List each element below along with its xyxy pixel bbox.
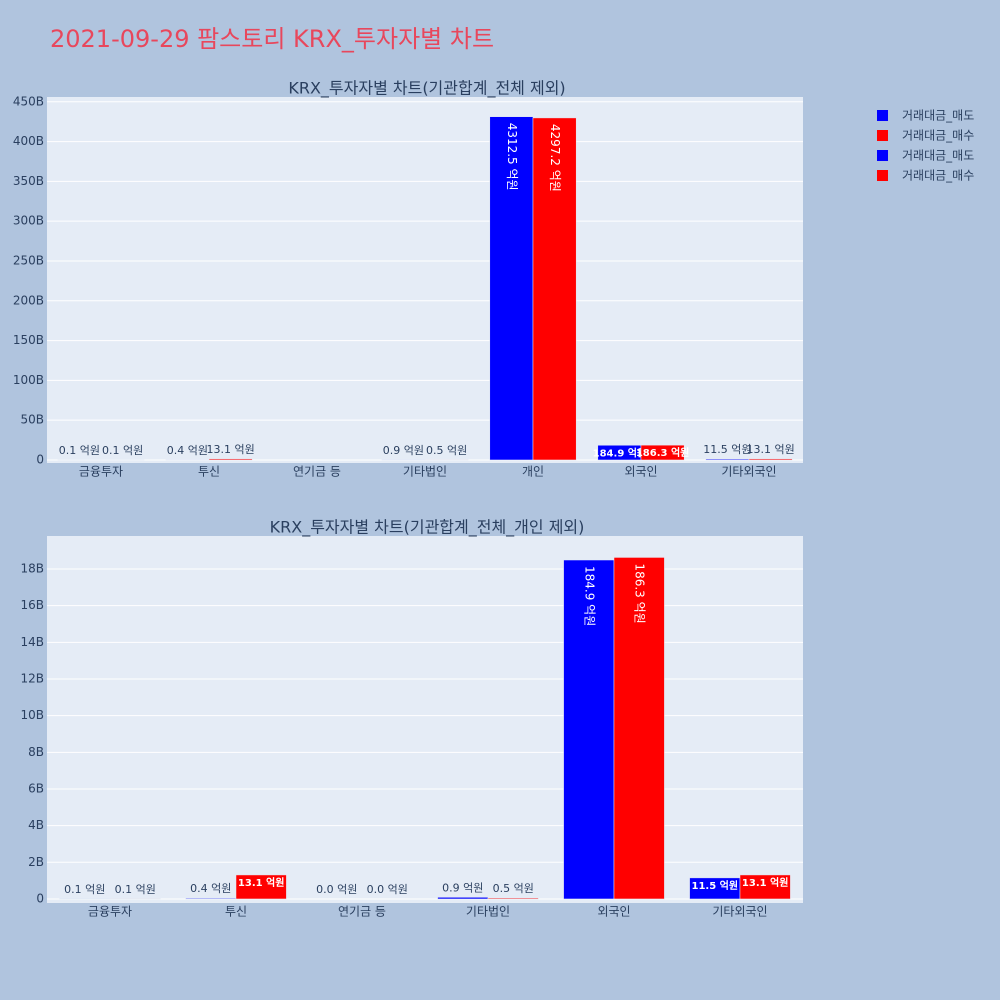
y-tick-label: 14B — [20, 635, 44, 649]
x-tick-label: 투신 — [198, 465, 220, 479]
bar — [613, 557, 665, 900]
value-label: 184.9 억원 — [593, 446, 647, 459]
value-label: 184.9 억원 — [582, 566, 596, 626]
bar — [185, 897, 237, 900]
bar — [489, 116, 534, 461]
value-label: 186.3 억원 — [633, 563, 647, 623]
value-label: 0.4 억원 — [190, 882, 231, 895]
y-tick-label: 0 — [36, 452, 44, 466]
chart-title: KRX_투자자별 차트(기관합계_전체 제외) — [288, 79, 565, 99]
plot-area — [47, 536, 803, 903]
value-label: 0.4 억원 — [167, 444, 208, 457]
y-tick-label: 2B — [28, 855, 44, 869]
value-label: 13.1 억원 — [746, 443, 794, 456]
bar — [705, 458, 750, 461]
bar — [235, 874, 287, 900]
legend-swatch — [877, 130, 888, 141]
y-tick-label: 100B — [13, 373, 44, 387]
value-label: 0.1 억원 — [64, 883, 105, 896]
legend-swatch — [877, 170, 888, 181]
legend-swatch — [877, 110, 888, 121]
x-tick-label: 연기금 등 — [338, 905, 386, 919]
y-tick-label: 8B — [28, 745, 44, 759]
y-tick-label: 450B — [13, 94, 44, 108]
x-tick-label: 기타외국인 — [712, 905, 767, 919]
bar — [532, 117, 577, 461]
y-tick-label: 250B — [13, 253, 44, 267]
y-tick-label: 4B — [28, 818, 44, 832]
value-label: 11.5 억원 — [692, 879, 739, 892]
value-label: 0.5 억원 — [426, 444, 467, 457]
legend-swatch — [877, 150, 888, 161]
value-label: 0.0 억원 — [316, 883, 357, 896]
x-tick-label: 외국인 — [597, 905, 630, 919]
x-tick-label: 기타법인 — [403, 465, 447, 479]
value-label: 0.1 억원 — [115, 883, 156, 896]
legend-label: 거래대금_매도 — [902, 109, 974, 123]
bar — [437, 897, 489, 900]
value-label: 11.5 억원 — [703, 443, 751, 456]
chart-title: KRX_투자자별 차트(기관합계_전체_개인 제외) — [270, 518, 585, 538]
y-tick-label: 400B — [13, 134, 44, 148]
value-label: 186.3 억원 — [636, 446, 690, 459]
bar — [208, 458, 253, 461]
y-tick-label: 18B — [20, 561, 44, 575]
value-label: 13.1 억원 — [206, 443, 254, 456]
y-tick-label: 50B — [20, 413, 44, 427]
x-tick-label: 기타법인 — [466, 905, 510, 919]
value-label: 4312.5 억원 — [505, 123, 519, 191]
value-label: 13.1 억원 — [238, 876, 285, 889]
page-title: 2021-09-29 팜스토리 KRX_투자자별 차트 — [50, 25, 494, 53]
legend-label: 거래대금_매수 — [902, 129, 974, 143]
x-tick-label: 개인 — [522, 465, 544, 479]
x-tick-label: 외국인 — [624, 465, 657, 479]
bar — [563, 559, 615, 900]
legend-label: 거래대금_매수 — [902, 169, 974, 183]
y-tick-label: 350B — [13, 174, 44, 188]
bar — [739, 874, 791, 900]
x-tick-label: 기타외국인 — [721, 465, 776, 479]
y-tick-label: 0 — [36, 891, 44, 905]
x-tick-label: 투신 — [225, 905, 247, 919]
value-label: 13.1 억원 — [742, 876, 789, 889]
value-label: 0.9 억원 — [383, 444, 424, 457]
value-label: 0.1 억원 — [102, 444, 143, 457]
legend-label: 거래대금_매도 — [902, 149, 974, 163]
x-tick-label: 연기금 등 — [293, 465, 341, 479]
bar — [640, 444, 685, 461]
plot-area — [47, 97, 803, 463]
value-label: 4297.2 억원 — [548, 124, 562, 192]
y-tick-label: 150B — [13, 333, 44, 347]
y-tick-label: 6B — [28, 781, 44, 795]
y-tick-label: 10B — [20, 708, 44, 722]
bar — [748, 458, 793, 461]
y-tick-label: 16B — [20, 598, 44, 612]
x-tick-label: 금융투자 — [79, 465, 123, 479]
bar — [487, 897, 539, 900]
x-tick-label: 금융투자 — [88, 905, 132, 919]
y-tick-label: 200B — [13, 293, 44, 307]
value-label: 0.5 억원 — [493, 882, 534, 895]
y-tick-label: 300B — [13, 214, 44, 228]
value-label: 0.1 억원 — [59, 444, 100, 457]
value-label: 0.9 억원 — [442, 881, 483, 894]
y-tick-label: 12B — [20, 671, 44, 685]
value-label: 0.0 억원 — [367, 883, 408, 896]
